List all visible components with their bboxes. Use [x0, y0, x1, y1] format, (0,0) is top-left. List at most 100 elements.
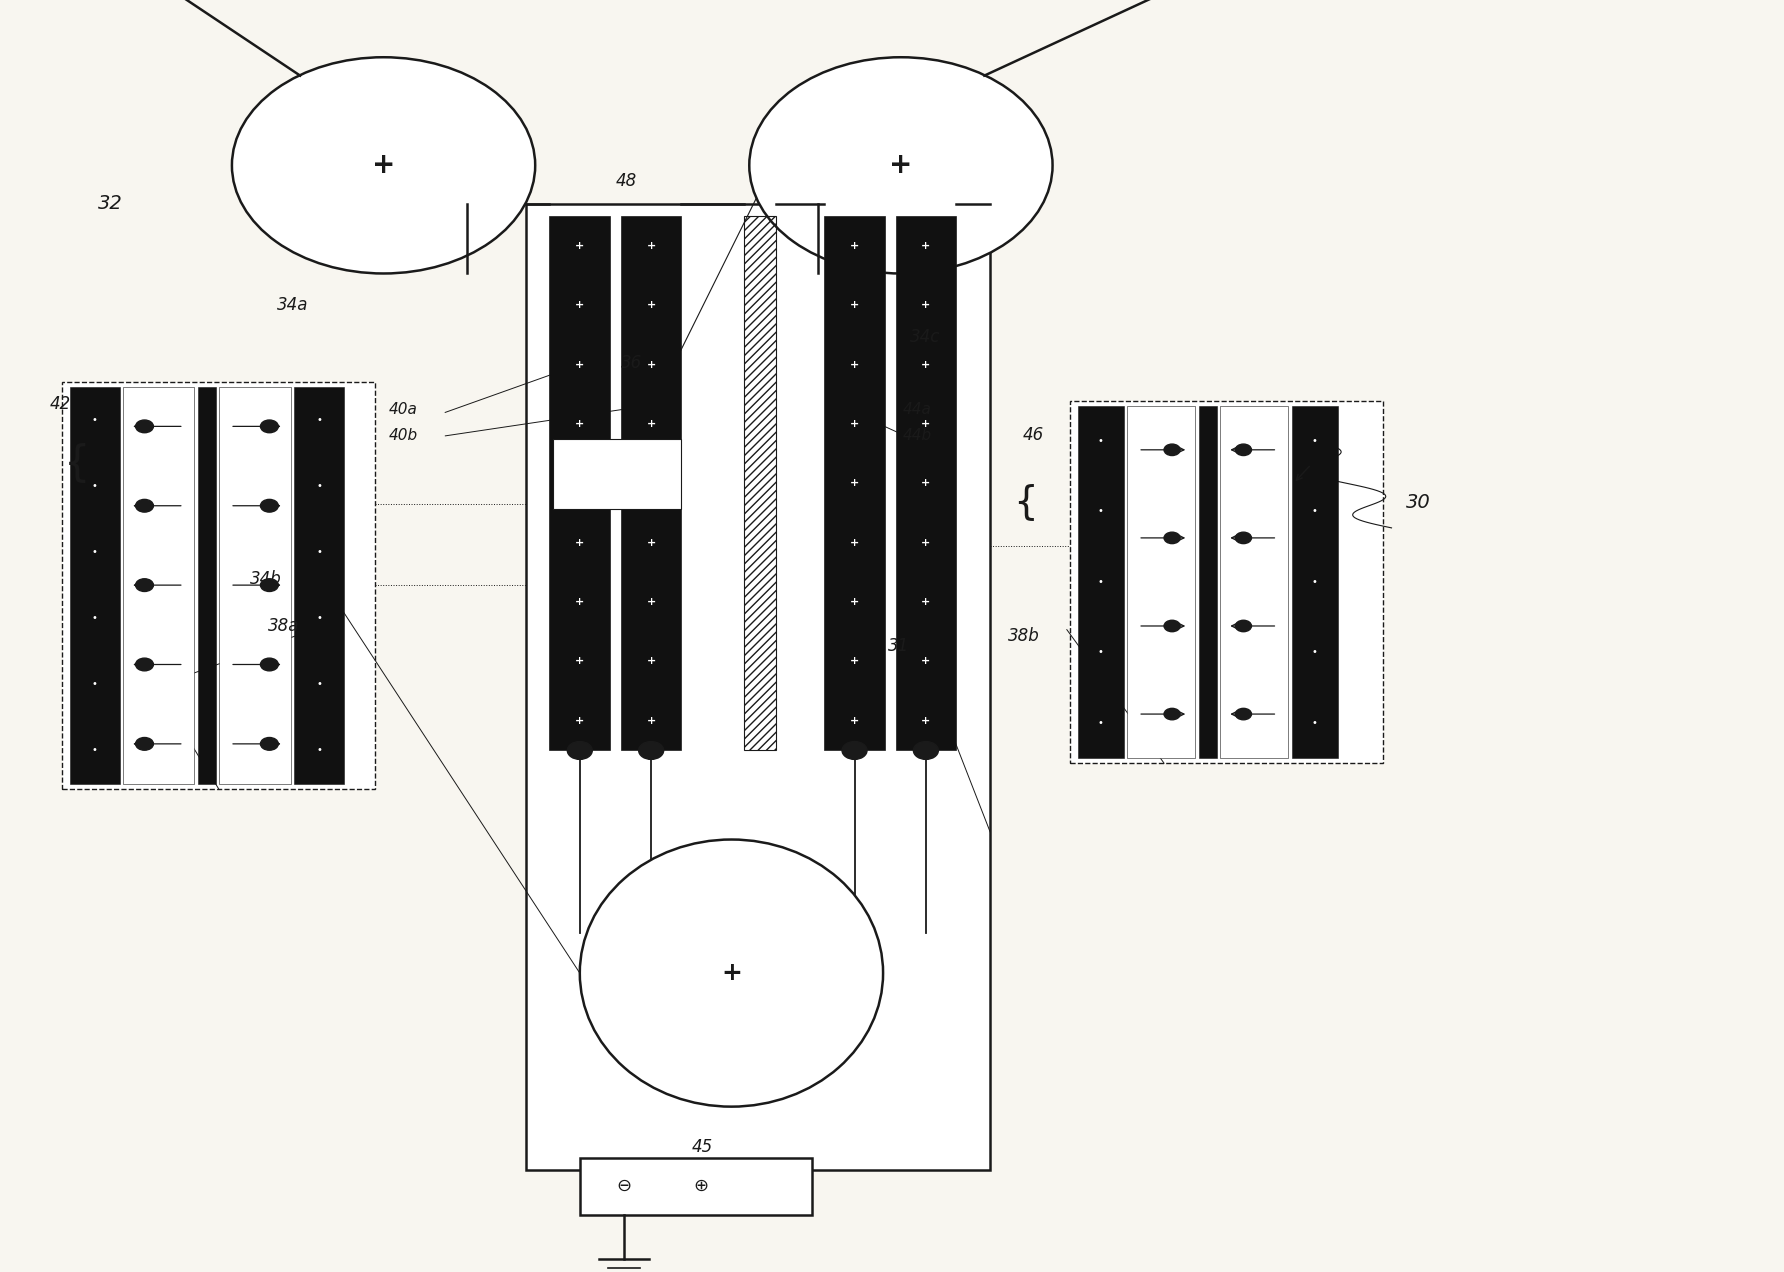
Text: +: + — [646, 538, 657, 548]
Text: +: + — [646, 418, 657, 429]
Text: •: • — [1311, 647, 1318, 658]
Bar — [621, 216, 681, 750]
Text: +: + — [849, 478, 860, 488]
Text: •: • — [91, 481, 98, 491]
Text: •: • — [1311, 506, 1318, 516]
Text: 31: 31 — [888, 637, 910, 655]
Text: 44a: 44a — [903, 402, 931, 417]
Text: 36: 36 — [621, 354, 642, 371]
Text: +: + — [921, 716, 931, 726]
Bar — [1199, 406, 1217, 758]
Text: •: • — [1311, 717, 1318, 728]
Bar — [896, 216, 956, 750]
Text: +: + — [646, 597, 657, 607]
Text: •: • — [91, 547, 98, 557]
Text: +: + — [849, 538, 860, 548]
Text: •: • — [91, 745, 98, 756]
Text: 40a: 40a — [389, 402, 417, 417]
Circle shape — [567, 742, 592, 759]
Text: •: • — [316, 481, 323, 491]
Circle shape — [913, 742, 938, 759]
Circle shape — [1163, 532, 1181, 543]
Circle shape — [136, 500, 153, 513]
Text: 42: 42 — [50, 396, 71, 413]
Text: ⊕: ⊕ — [694, 1177, 708, 1196]
Circle shape — [1163, 709, 1181, 720]
Bar — [123, 387, 194, 784]
Circle shape — [260, 579, 278, 591]
Text: +: + — [921, 300, 931, 310]
Text: +: + — [921, 538, 931, 548]
Text: •: • — [1097, 506, 1104, 516]
Bar — [294, 387, 344, 784]
Bar — [1127, 406, 1195, 758]
Text: •: • — [1311, 577, 1318, 586]
Circle shape — [1235, 709, 1252, 720]
Text: +: + — [849, 300, 860, 310]
Text: 46: 46 — [1022, 426, 1044, 444]
Circle shape — [232, 57, 535, 273]
Ellipse shape — [580, 840, 883, 1107]
Text: +: + — [921, 418, 931, 429]
Text: •: • — [316, 415, 323, 425]
Circle shape — [260, 500, 278, 513]
Text: +: + — [574, 597, 585, 607]
Text: 32: 32 — [98, 195, 123, 212]
Text: +: + — [646, 300, 657, 310]
Text: •: • — [316, 547, 323, 557]
Text: 44b: 44b — [903, 427, 931, 443]
Text: •: • — [1097, 717, 1104, 728]
Text: 45: 45 — [692, 1138, 714, 1156]
Bar — [526, 204, 990, 1170]
Text: +: + — [921, 656, 931, 667]
Text: +: + — [574, 538, 585, 548]
Text: ⊖: ⊖ — [617, 1177, 632, 1196]
Bar — [62, 382, 375, 789]
Text: +: + — [921, 240, 931, 251]
Bar — [219, 387, 291, 784]
Text: +: + — [849, 418, 860, 429]
Text: •: • — [91, 613, 98, 623]
Text: +: + — [574, 716, 585, 726]
Circle shape — [260, 420, 278, 432]
Bar — [553, 439, 681, 509]
Text: •: • — [1097, 647, 1104, 658]
Text: +: + — [849, 716, 860, 726]
Bar — [1078, 406, 1124, 758]
Circle shape — [136, 658, 153, 670]
Bar — [70, 387, 120, 784]
Text: {: { — [64, 443, 89, 486]
Bar — [1220, 406, 1288, 758]
Bar — [1070, 401, 1383, 763]
Text: 40b: 40b — [389, 427, 417, 443]
Text: +: + — [849, 656, 860, 667]
Circle shape — [260, 738, 278, 750]
Bar — [824, 216, 885, 750]
Text: 38a: 38a — [268, 617, 300, 635]
Text: 38b: 38b — [1008, 627, 1040, 645]
Text: •: • — [316, 745, 323, 756]
Text: •: • — [1097, 577, 1104, 586]
Text: +: + — [849, 597, 860, 607]
Circle shape — [136, 738, 153, 750]
Text: +: + — [921, 478, 931, 488]
Circle shape — [1235, 444, 1252, 455]
Bar — [549, 216, 610, 750]
Text: •: • — [1097, 436, 1104, 446]
Text: 34a: 34a — [277, 296, 309, 314]
Text: •: • — [91, 679, 98, 689]
Bar — [1292, 406, 1338, 758]
Circle shape — [842, 742, 867, 759]
Text: +: + — [721, 962, 742, 985]
Text: +: + — [574, 240, 585, 251]
Bar — [580, 1158, 812, 1215]
Text: +: + — [574, 418, 585, 429]
Text: +: + — [646, 656, 657, 667]
Text: +: + — [371, 151, 396, 179]
Text: +: + — [574, 360, 585, 370]
Text: +: + — [574, 300, 585, 310]
Text: +: + — [574, 478, 585, 488]
Text: •: • — [1311, 436, 1318, 446]
Text: +: + — [849, 240, 860, 251]
Text: 48: 48 — [615, 172, 637, 190]
